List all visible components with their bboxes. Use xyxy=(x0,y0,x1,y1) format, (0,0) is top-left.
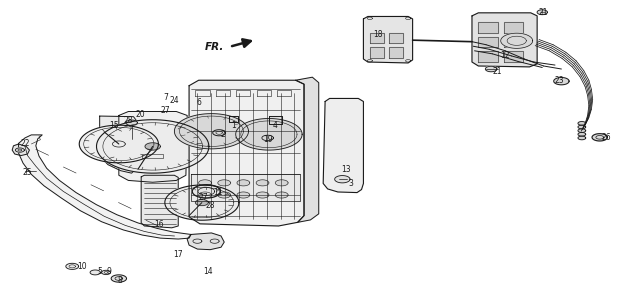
Polygon shape xyxy=(15,148,24,152)
Text: 28: 28 xyxy=(124,116,133,125)
Text: 21: 21 xyxy=(493,66,502,76)
Polygon shape xyxy=(97,120,209,173)
Polygon shape xyxy=(478,22,497,33)
Text: 16: 16 xyxy=(154,220,164,229)
Text: 27: 27 xyxy=(161,106,170,115)
Text: 12: 12 xyxy=(500,51,510,60)
Polygon shape xyxy=(478,52,497,62)
Polygon shape xyxy=(141,175,178,228)
Polygon shape xyxy=(236,119,302,150)
Text: 3: 3 xyxy=(348,179,353,188)
Polygon shape xyxy=(578,136,586,140)
Text: 18: 18 xyxy=(372,30,382,39)
Polygon shape xyxy=(554,77,569,85)
Polygon shape xyxy=(126,120,138,125)
Polygon shape xyxy=(113,141,125,147)
Polygon shape xyxy=(592,134,607,141)
Polygon shape xyxy=(218,192,230,198)
Polygon shape xyxy=(198,192,211,198)
Text: 19: 19 xyxy=(263,135,273,144)
Polygon shape xyxy=(237,192,250,198)
Text: 2: 2 xyxy=(221,131,225,139)
Text: 27: 27 xyxy=(199,193,209,202)
Polygon shape xyxy=(472,13,537,67)
Text: 15: 15 xyxy=(109,121,119,130)
Text: 10: 10 xyxy=(77,262,87,271)
Polygon shape xyxy=(578,121,586,125)
Polygon shape xyxy=(256,192,269,198)
Polygon shape xyxy=(165,185,239,220)
Text: 11: 11 xyxy=(213,188,223,197)
Polygon shape xyxy=(389,47,403,58)
Polygon shape xyxy=(296,77,319,222)
Polygon shape xyxy=(90,270,100,275)
Polygon shape xyxy=(19,135,191,239)
Polygon shape xyxy=(175,114,248,149)
Polygon shape xyxy=(256,180,269,186)
Text: 1: 1 xyxy=(232,121,236,130)
Text: 17: 17 xyxy=(173,250,183,259)
Text: 14: 14 xyxy=(204,267,213,276)
Polygon shape xyxy=(187,233,224,250)
Text: 28: 28 xyxy=(205,201,215,210)
Text: 9: 9 xyxy=(107,267,112,276)
Polygon shape xyxy=(370,33,384,43)
Polygon shape xyxy=(195,199,208,206)
Text: 4: 4 xyxy=(273,121,278,130)
Polygon shape xyxy=(504,52,523,62)
Text: 24: 24 xyxy=(170,96,179,105)
Text: 6: 6 xyxy=(196,98,201,107)
Polygon shape xyxy=(262,135,273,141)
Polygon shape xyxy=(500,33,532,48)
Text: 25: 25 xyxy=(22,168,33,177)
Polygon shape xyxy=(237,180,250,186)
Polygon shape xyxy=(275,180,288,186)
Polygon shape xyxy=(212,130,225,136)
Text: 26: 26 xyxy=(602,133,611,142)
Text: 7: 7 xyxy=(163,93,168,102)
Polygon shape xyxy=(79,125,159,163)
Text: 8: 8 xyxy=(117,276,122,285)
Polygon shape xyxy=(119,112,187,182)
Polygon shape xyxy=(12,144,29,156)
Polygon shape xyxy=(323,99,364,192)
Polygon shape xyxy=(370,47,384,58)
Polygon shape xyxy=(578,125,586,129)
Polygon shape xyxy=(578,132,586,136)
Polygon shape xyxy=(102,270,111,274)
Polygon shape xyxy=(389,33,403,43)
Text: 21: 21 xyxy=(539,8,548,17)
Polygon shape xyxy=(578,129,586,132)
Polygon shape xyxy=(192,185,220,198)
Polygon shape xyxy=(335,176,350,183)
Text: 23: 23 xyxy=(555,76,564,85)
Polygon shape xyxy=(229,116,238,122)
Polygon shape xyxy=(66,263,79,269)
Polygon shape xyxy=(218,180,230,186)
Polygon shape xyxy=(145,143,161,150)
Polygon shape xyxy=(191,174,300,201)
Polygon shape xyxy=(485,66,497,72)
Polygon shape xyxy=(504,37,523,48)
Text: 20: 20 xyxy=(135,110,145,119)
Polygon shape xyxy=(537,10,547,15)
Text: 5: 5 xyxy=(97,267,102,276)
Polygon shape xyxy=(504,22,523,33)
Polygon shape xyxy=(198,180,211,186)
Polygon shape xyxy=(111,275,127,282)
Text: 13: 13 xyxy=(340,165,350,174)
Polygon shape xyxy=(478,37,497,48)
Polygon shape xyxy=(100,116,140,173)
Text: FR.: FR. xyxy=(205,42,225,52)
Polygon shape xyxy=(364,16,413,63)
Polygon shape xyxy=(269,116,282,124)
Text: 22: 22 xyxy=(20,139,29,149)
Polygon shape xyxy=(275,192,288,198)
Polygon shape xyxy=(189,80,304,226)
